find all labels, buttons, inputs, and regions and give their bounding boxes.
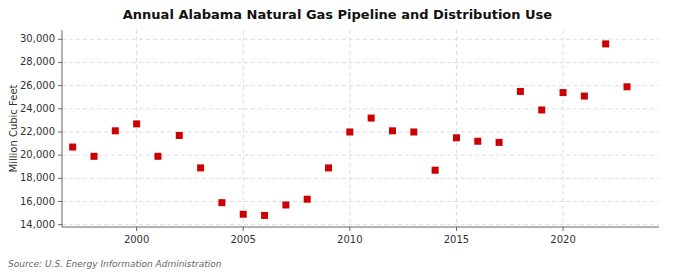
x-tick (456, 227, 457, 231)
y-tick-label: 24,000 (20, 103, 55, 114)
y-tick-label: 14,000 (20, 219, 55, 230)
axes: 14,000 16,000 18,000 20,000 22,000 24,000 26,0… (20, 30, 659, 245)
y-tick-label: 22,000 (20, 126, 55, 137)
point (517, 88, 524, 95)
x-axis-line (62, 227, 659, 228)
point (112, 127, 119, 134)
y-tick (58, 224, 62, 225)
point (453, 134, 460, 141)
point (410, 128, 417, 135)
y-tick-label: 26,000 (20, 80, 55, 91)
point (538, 106, 545, 113)
grid-line-x (563, 30, 564, 227)
grid-line-y (62, 224, 659, 225)
point (90, 153, 97, 160)
grid-line-y (62, 108, 659, 109)
grid-line-x (136, 30, 137, 227)
point (69, 144, 76, 151)
point (389, 127, 396, 134)
x-tick (563, 227, 564, 231)
x-tick (136, 227, 137, 231)
point (368, 115, 375, 122)
y-axis-line (62, 30, 63, 227)
y-axis-label: Million Cubic Feet (8, 84, 19, 172)
y-tick (58, 39, 62, 40)
grid-line-y (62, 62, 659, 63)
point (496, 139, 503, 146)
grid-line-x (243, 30, 244, 227)
y-tick (58, 131, 62, 132)
point (261, 212, 268, 219)
chart: 14,000 16,000 18,000 20,000 22,000 24,000 26,0… (0, 0, 675, 275)
x-tick (243, 227, 244, 231)
point (474, 138, 481, 145)
y-tick (58, 155, 62, 156)
point (346, 128, 353, 135)
point (581, 93, 588, 100)
y-tick-label: 18,000 (20, 172, 55, 183)
point (432, 167, 439, 174)
y-tick (58, 62, 62, 63)
grid-line-y (62, 85, 659, 86)
x-tick-label: 2015 (444, 234, 469, 245)
x-tick-label: 2010 (337, 234, 362, 245)
point (304, 196, 311, 203)
x-tick-label: 2020 (550, 234, 575, 245)
point (282, 201, 289, 208)
point (197, 164, 204, 171)
points (69, 40, 630, 219)
x-tick-label: 2005 (231, 234, 256, 245)
y-tick-label: 16,000 (20, 196, 55, 207)
grid-line-x (456, 30, 457, 227)
x-tick-label: 2000 (124, 234, 149, 245)
y-tick-label: 20,000 (20, 149, 55, 160)
y-tick (58, 201, 62, 202)
point (560, 89, 567, 96)
source: Source: U.S. Energy Information Administ… (8, 259, 222, 269)
y-tick-label: 30,000 (20, 33, 55, 44)
x-tick (349, 227, 350, 231)
point (133, 120, 140, 127)
grid-line-y (62, 201, 659, 202)
point (602, 40, 609, 47)
grid-line-y (62, 178, 659, 179)
grid (62, 30, 659, 227)
title: Annual Alabama Natural Gas Pipeline and … (123, 7, 553, 22)
grid-line-y (62, 39, 659, 40)
grid-line-y (62, 131, 659, 132)
point (325, 164, 332, 171)
point (240, 211, 247, 218)
y-tick (58, 85, 62, 86)
point (154, 153, 161, 160)
chart-container: 14,000 16,000 18,000 20,000 22,000 24,000 26,0… (0, 0, 675, 275)
point (218, 199, 225, 206)
y-tick (58, 178, 62, 179)
grid-line-y (62, 155, 659, 156)
y-tick (58, 108, 62, 109)
y-tick-label: 28,000 (20, 56, 55, 67)
point (624, 83, 631, 90)
point (176, 132, 183, 139)
